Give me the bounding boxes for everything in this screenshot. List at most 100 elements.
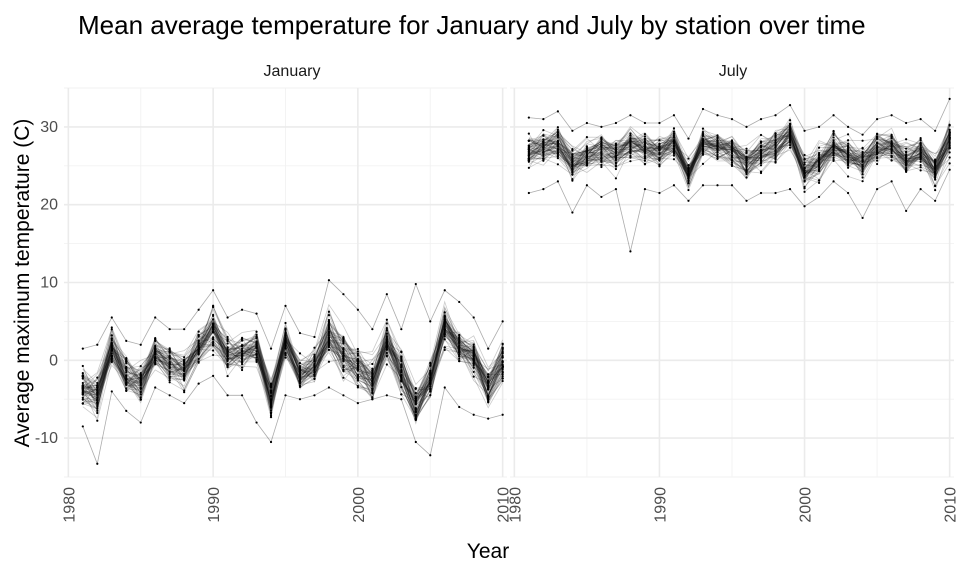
station-point — [356, 376, 359, 379]
station-point — [139, 386, 142, 390]
station-point — [212, 342, 215, 345]
station-point — [745, 151, 748, 154]
station-point — [730, 142, 734, 145]
station-point — [356, 401, 359, 405]
station-point — [327, 336, 331, 339]
station-line — [528, 122, 950, 168]
station-point — [905, 209, 908, 213]
station-point — [472, 375, 475, 378]
station-point — [487, 375, 490, 378]
station-line — [528, 128, 950, 173]
station-line — [528, 132, 950, 180]
station-point — [342, 339, 345, 343]
station-point — [458, 342, 461, 345]
station-point — [183, 328, 186, 331]
station-point — [183, 375, 186, 378]
station-point — [487, 417, 490, 420]
station-point — [96, 403, 99, 407]
station-point — [400, 398, 403, 401]
station-point — [197, 334, 200, 337]
station-point — [81, 396, 84, 399]
station-point — [672, 150, 676, 153]
station-point — [501, 361, 504, 364]
station-point — [861, 167, 864, 170]
station-point — [745, 157, 748, 161]
station-point — [774, 191, 777, 195]
station-point — [701, 130, 705, 134]
station-point — [168, 348, 171, 351]
station-point — [817, 179, 821, 182]
station-point — [212, 328, 215, 331]
station-point — [832, 153, 835, 157]
station-point — [919, 138, 922, 142]
station-point — [643, 157, 647, 160]
station-line — [82, 315, 504, 406]
station-point — [629, 138, 632, 141]
station-point — [934, 165, 937, 168]
station-point — [745, 149, 748, 152]
station-line — [82, 318, 504, 414]
station-point — [298, 382, 302, 385]
station-point — [774, 149, 777, 152]
station-point — [687, 168, 690, 172]
station-point — [716, 155, 719, 159]
station-point — [919, 146, 922, 149]
station-point — [443, 325, 446, 328]
station-line — [528, 123, 950, 165]
station-point — [168, 361, 171, 364]
station-point — [371, 370, 374, 373]
station-line — [528, 136, 950, 183]
station-line — [528, 131, 950, 187]
station-point — [890, 156, 893, 159]
station-point — [501, 365, 504, 368]
station-point — [600, 154, 603, 157]
station-point — [788, 122, 792, 125]
station-point — [212, 338, 215, 341]
station-point — [269, 414, 273, 417]
station-point — [629, 134, 632, 137]
station-point — [414, 414, 417, 417]
station-line — [528, 128, 950, 182]
station-point — [255, 330, 258, 333]
station-point — [298, 369, 302, 372]
station-line — [82, 317, 504, 405]
station-point — [875, 151, 879, 154]
station-point — [730, 148, 734, 151]
station-point — [400, 371, 403, 374]
station-point — [542, 151, 545, 154]
station-point — [542, 188, 545, 191]
station-point — [255, 356, 258, 359]
station-point — [284, 321, 287, 325]
station-point — [139, 421, 142, 424]
station-point — [168, 372, 171, 376]
station-line — [82, 317, 504, 406]
station-point — [443, 311, 446, 314]
station-point — [212, 336, 215, 339]
station-point — [658, 121, 661, 125]
station-point — [643, 188, 647, 191]
station-line — [82, 332, 504, 407]
station-point — [269, 385, 273, 388]
station-line — [528, 131, 950, 177]
station-point — [803, 166, 806, 169]
station-point — [875, 132, 879, 135]
station-point — [168, 394, 171, 397]
station-point — [226, 394, 229, 397]
station-point — [701, 107, 705, 111]
station-line — [528, 134, 950, 182]
station-point — [875, 162, 879, 166]
station-line — [82, 321, 504, 417]
station-point — [197, 361, 200, 364]
station-point — [298, 385, 302, 388]
station-point — [197, 341, 200, 344]
station-point — [919, 166, 922, 169]
station-point — [96, 393, 99, 397]
station-point — [817, 153, 821, 156]
station-point — [226, 350, 229, 353]
station-point — [385, 332, 388, 335]
station-point — [629, 147, 632, 150]
station-line — [528, 131, 950, 180]
facet-panel-january: January — [64, 63, 507, 478]
station-line — [528, 129, 950, 171]
station-point — [139, 371, 142, 375]
